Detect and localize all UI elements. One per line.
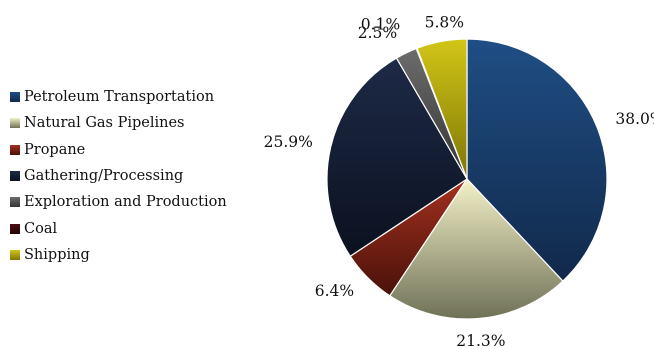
- legend-item: Shipping: [10, 242, 227, 268]
- slice-labels: 38.0% 21.3% 6.4% 25.9% 2.5%0.1% 5.8%: [264, 13, 654, 349]
- slice-label: 21.3%: [456, 332, 505, 349]
- legend-item: Propane: [10, 137, 227, 163]
- legend-label: Exploration and Production: [24, 194, 227, 211]
- legend-label: Natural Gas Pipelines: [24, 115, 185, 132]
- legend-item: Natural Gas Pipelines: [10, 110, 227, 136]
- pie-slice: [326, 57, 468, 258]
- legend-label: Gathering/Processing: [24, 168, 184, 185]
- legend-swatch: [10, 197, 20, 208]
- legend-swatch: [10, 249, 20, 260]
- legend-item: Petroleum Transportation: [10, 84, 227, 110]
- pie-slices: [326, 38, 608, 320]
- slice-label: 38.0%: [615, 110, 654, 128]
- legend-label: Petroleum Transportation: [24, 89, 215, 106]
- legend-item: Coal: [10, 215, 227, 241]
- slice-label: 5.8%: [425, 13, 464, 31]
- legend-swatch: [10, 171, 20, 182]
- legend-swatch: [10, 223, 20, 234]
- chart-legend: Petroleum Transportation Natural Gas Pip…: [10, 84, 227, 268]
- pie-slice: [466, 38, 608, 282]
- legend-label: Coal: [24, 220, 58, 237]
- legend-swatch: [10, 144, 20, 155]
- pie-slice: [416, 38, 468, 180]
- slice-label: 25.9%: [264, 133, 313, 151]
- legend-swatch: [10, 92, 20, 103]
- slice-label: 6.4%: [315, 282, 354, 300]
- legend-swatch: [10, 118, 20, 129]
- slice-label: 2.5%: [358, 24, 397, 42]
- legend-item: Exploration and Production: [10, 189, 227, 215]
- legend-item: Gathering/Processing: [10, 163, 227, 189]
- legend-label: Propane: [24, 141, 86, 158]
- legend-label: Shipping: [24, 246, 90, 263]
- pie-slice: [388, 178, 564, 320]
- slice-label: 0.1%: [361, 15, 400, 33]
